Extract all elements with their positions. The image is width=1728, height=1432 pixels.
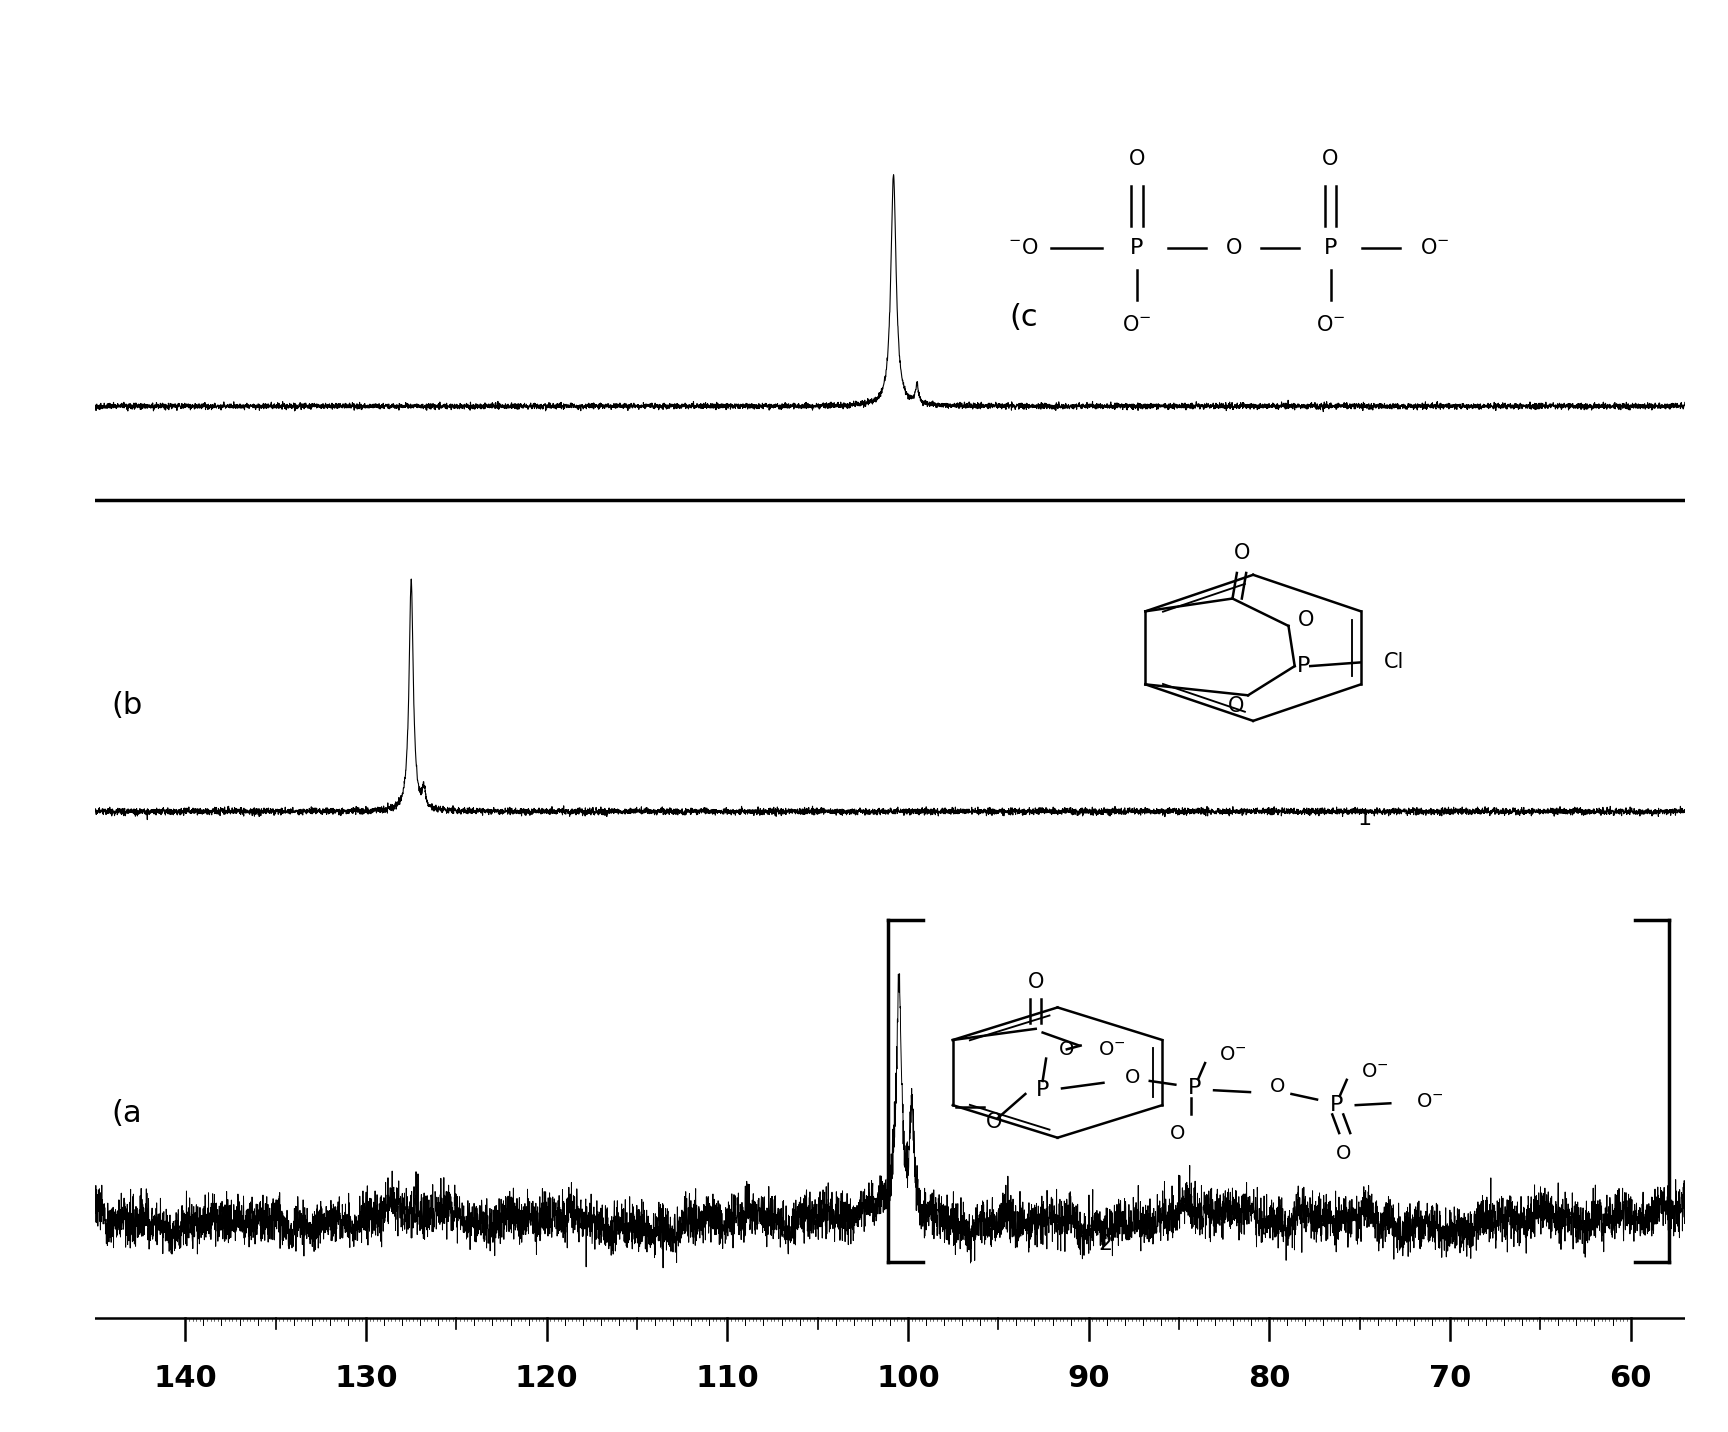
Text: $^{-}$O: $^{-}$O [1007,238,1039,258]
Text: 90: 90 [1068,1365,1109,1393]
Text: O$^{-}$: O$^{-}$ [1218,1045,1246,1064]
Text: O$^{-}$: O$^{-}$ [1360,1063,1388,1081]
Text: O$^{-}$: O$^{-}$ [1121,315,1153,335]
Text: O$^{-}$: O$^{-}$ [1097,1040,1125,1058]
Text: Cl: Cl [1384,653,1405,673]
Text: P: P [1298,656,1312,676]
Text: O: O [1059,1040,1075,1058]
Text: P: P [1189,1078,1201,1098]
Text: O: O [1125,1068,1140,1087]
Text: 120: 120 [515,1365,579,1393]
Text: O: O [1336,1144,1351,1163]
Text: P: P [1331,1095,1343,1116]
Text: (c: (c [1009,304,1039,332]
Text: 1: 1 [1358,809,1372,829]
Text: P: P [1037,1080,1049,1100]
Text: 60: 60 [1609,1365,1652,1393]
Text: O: O [1298,610,1313,630]
Text: 80: 80 [1248,1365,1291,1393]
Text: 110: 110 [695,1365,759,1393]
Text: 130: 130 [334,1365,397,1393]
Text: P: P [1130,238,1144,258]
Text: O: O [1028,972,1044,992]
Text: 100: 100 [876,1365,940,1393]
Text: O: O [1128,149,1146,169]
Text: P: P [1324,238,1337,258]
Text: 70: 70 [1429,1365,1471,1393]
Text: 140: 140 [154,1365,218,1393]
Text: O: O [1225,238,1242,258]
Text: 2: 2 [1099,1234,1113,1254]
Text: (b: (b [111,690,142,720]
Text: O$^{-}$: O$^{-}$ [1415,1093,1443,1111]
Text: O$^{-}$: O$^{-}$ [1419,238,1450,258]
Text: O: O [1270,1077,1286,1095]
Text: O: O [1227,696,1244,716]
Text: O: O [1322,149,1339,169]
Text: O: O [987,1111,1002,1131]
Text: O: O [1170,1124,1185,1143]
Text: (a: (a [111,1098,142,1128]
Text: O$^{-}$: O$^{-}$ [1315,315,1346,335]
Text: O: O [1234,543,1249,563]
